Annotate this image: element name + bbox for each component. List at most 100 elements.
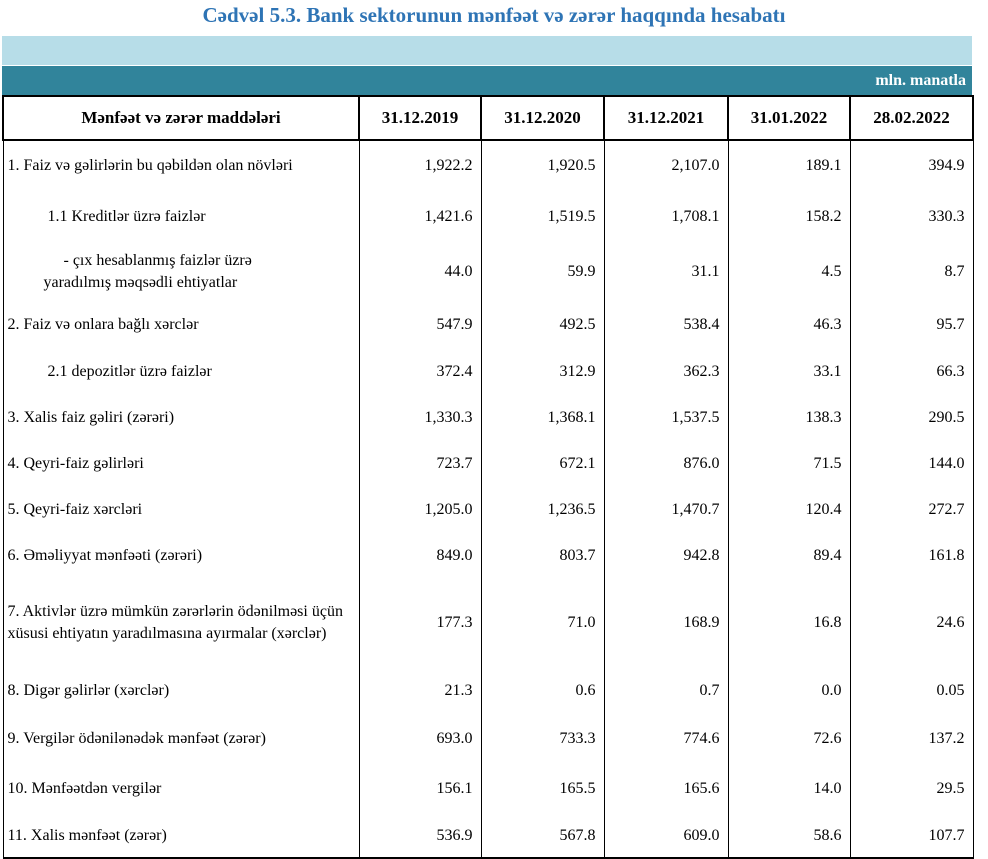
row-label: 2.1 depozitlər üzrə faizlər xyxy=(2,349,360,395)
header-cell: Mənfəət və zərər maddələri xyxy=(2,95,360,141)
row-label: 2. Faiz və onlara bağlı xərclər xyxy=(2,301,360,349)
cell: 177.3 xyxy=(358,579,482,667)
row: 11. Xalis mənfəət (zərər) 536.9 567.8 609.0… xyxy=(2,814,974,859)
cell: 362.3 xyxy=(603,349,729,395)
unit-band: mln. manatla xyxy=(2,66,972,95)
cell: 723.7 xyxy=(358,441,482,487)
cell: 372.4 xyxy=(358,349,482,395)
row: 9. Vergilər ödənilənədək mənfəət (zərər)… xyxy=(2,714,974,764)
cell: 1,922.2 xyxy=(358,140,482,191)
cell: 71.0 xyxy=(480,579,605,667)
cell: 492.5 xyxy=(480,301,605,349)
cell: 8.7 xyxy=(849,243,974,301)
row: 5. Qeyri-faiz xərcləri 1,205.0 1,236.5 1,47… xyxy=(2,487,974,533)
header-cell: 31.12.2019 xyxy=(358,95,482,141)
cell: 876.0 xyxy=(603,441,729,487)
cell: 0.7 xyxy=(603,667,729,714)
row: 6. Əməliyyat mənfəəti (zərəri) 849.0 803.7… xyxy=(2,533,974,579)
row-label: 4. Qeyri-faiz gəlirləri xyxy=(2,441,360,487)
cell: 2,107.0 xyxy=(603,140,729,191)
cell: 165.5 xyxy=(480,764,605,814)
cell: 312.9 xyxy=(480,349,605,395)
cell: 0.05 xyxy=(849,667,974,714)
header-cell: 31.01.2022 xyxy=(727,95,851,141)
cell: 0.0 xyxy=(727,667,851,714)
cell: 137.2 xyxy=(849,714,974,764)
cell: 733.3 xyxy=(480,714,605,764)
cell: 161.8 xyxy=(849,533,974,579)
cell: 1,236.5 xyxy=(480,487,605,533)
cell: 1,368.1 xyxy=(480,395,605,441)
row-label: 1. Faiz və gəlirlərin bu qəbildən olan n… xyxy=(2,140,360,191)
cell: 14.0 xyxy=(727,764,851,814)
cell: 168.9 xyxy=(603,579,729,667)
cell: 290.5 xyxy=(849,395,974,441)
cell: 66.3 xyxy=(849,349,974,395)
row-label: 6. Əməliyyat mənfəəti (zərəri) xyxy=(2,533,360,579)
cell: 1,421.6 xyxy=(358,191,482,243)
row: 7. Aktivlər üzrə mümkün zərərlərin ödəni… xyxy=(2,579,974,667)
title: Cədvəl 5.3. Bank sektorunun mənfəət və z… xyxy=(202,3,786,27)
cell: 44.0 xyxy=(358,243,482,301)
row-label: 5. Qeyri-faiz xərcləri xyxy=(2,487,360,533)
row: 3. Xalis faiz gəliri (zərəri) 1,330.3 1,36… xyxy=(2,395,974,441)
row-label: 1.1 Kreditlər üzrə faizlər xyxy=(2,191,360,243)
header-cell: 31.12.2021 xyxy=(603,95,729,141)
cell: 774.6 xyxy=(603,714,729,764)
cell: 189.1 xyxy=(727,140,851,191)
cell: 609.0 xyxy=(603,814,729,859)
cell: 58.6 xyxy=(727,814,851,859)
cell: 567.8 xyxy=(480,814,605,859)
cell: 16.8 xyxy=(727,579,851,667)
cell: 59.9 xyxy=(480,243,605,301)
cell: 394.9 xyxy=(849,140,974,191)
header-band xyxy=(2,36,972,65)
cell: 107.7 xyxy=(849,814,974,859)
cell: 672.1 xyxy=(480,441,605,487)
cell: 31.1 xyxy=(603,243,729,301)
row: 2. Faiz və onlara bağlı xərclər 547.9 492.… xyxy=(2,301,974,349)
cell: 1,519.5 xyxy=(480,191,605,243)
cell: 71.5 xyxy=(727,441,851,487)
cell: 95.7 xyxy=(849,301,974,349)
cell: 1,205.0 xyxy=(358,487,482,533)
cell: 0.6 xyxy=(480,667,605,714)
row-label: 8. Digər gəlirlər (xərclər) xyxy=(2,667,360,714)
row-label: 11. Xalis mənfəət (zərər) xyxy=(2,814,360,859)
cell: 33.1 xyxy=(727,349,851,395)
row: 8. Digər gəlirlər (xərclər) 21.3 0.6 0.7 0.0… xyxy=(2,667,974,714)
cell: 158.2 xyxy=(727,191,851,243)
row-label: - çıx hesablanmış faizlər üzrə yaradılmı… xyxy=(2,243,360,301)
unit: mln. manatla xyxy=(875,72,966,89)
cell: 1,470.7 xyxy=(603,487,729,533)
cell: 849.0 xyxy=(358,533,482,579)
header-row: Mənfəət və zərər maddələri 31.12.2019 31.1… xyxy=(2,95,974,141)
cell: 89.4 xyxy=(727,533,851,579)
row-label: 10. Mənfəətdən vergilər xyxy=(2,764,360,814)
row: - çıx hesablanmış faizlər üzrə yaradılmı… xyxy=(2,243,974,301)
cell: 24.6 xyxy=(849,579,974,667)
cell: 942.8 xyxy=(603,533,729,579)
cell: 165.6 xyxy=(603,764,729,814)
cell: 120.4 xyxy=(727,487,851,533)
cell: 330.3 xyxy=(849,191,974,243)
row: 1.1 Kreditlər üzrə faizlər 1,421.6 1,519.5… xyxy=(2,191,974,243)
header-cell: 28.02.2022 xyxy=(849,95,974,141)
cell: 138.3 xyxy=(727,395,851,441)
cell: 536.9 xyxy=(358,814,482,859)
cell: 1,708.1 xyxy=(603,191,729,243)
row: 2.1 depozitlər üzrə faizlər 372.4 312.9 362… xyxy=(2,349,974,395)
row-label: 7. Aktivlər üzrə mümkün zərərlərin ödəni… xyxy=(2,579,360,667)
cell: 803.7 xyxy=(480,533,605,579)
cell: 144.0 xyxy=(849,441,974,487)
cell: 538.4 xyxy=(603,301,729,349)
cell: 21.3 xyxy=(358,667,482,714)
cell: 1,330.3 xyxy=(358,395,482,441)
cell: 29.5 xyxy=(849,764,974,814)
cell: 272.7 xyxy=(849,487,974,533)
cell: 1,920.5 xyxy=(480,140,605,191)
cell: 46.3 xyxy=(727,301,851,349)
cell: 547.9 xyxy=(358,301,482,349)
row: 4. Qeyri-faiz gəlirləri 723.7 672.1 876.0 71… xyxy=(2,441,974,487)
cell: 156.1 xyxy=(358,764,482,814)
